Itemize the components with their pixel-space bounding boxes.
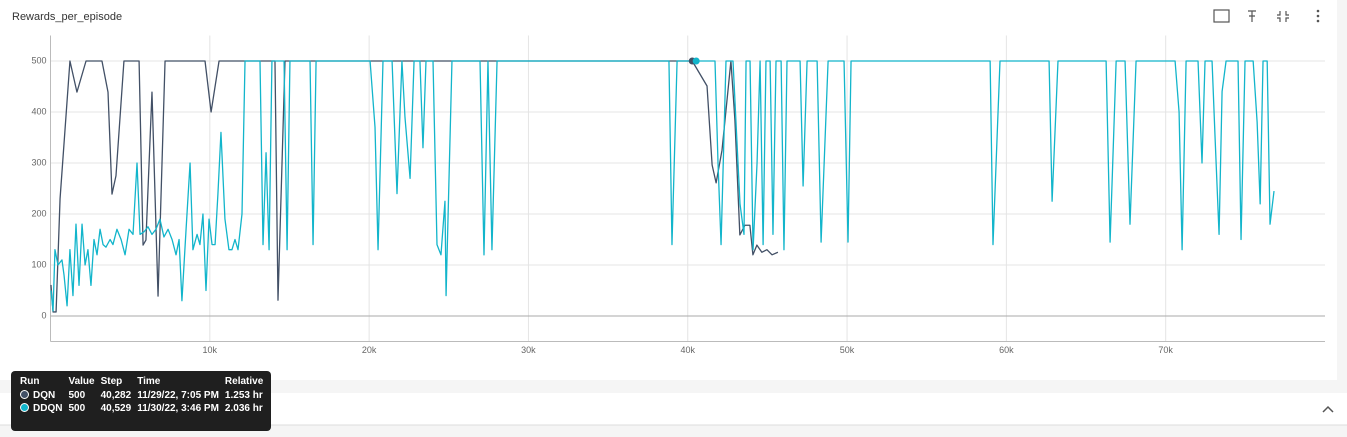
tooltip-column: Step [100,376,123,387]
collapse-icon[interactable] [1322,405,1334,413]
x-tick-label: 50k [840,345,855,355]
fit-icon[interactable] [1277,11,1289,22]
y-tick-label: 100 [31,259,46,269]
tooltip-cell: 40,529 [98,402,135,415]
y-tick-label: 200 [31,208,46,218]
tooltip-text: 40,529 [100,403,132,414]
series-line [50,60,779,313]
tooltip-column: Relative [224,376,264,387]
tooltip-text: 500 [68,403,86,414]
tooltip-cell: 40,282 [98,389,135,402]
y-tick-label: 400 [31,106,46,116]
tooltip-text: 500 [68,390,86,401]
tooltip-text: 11/29/22, 7:05 PM [137,390,219,401]
tooltip-text: 11/30/22, 3:46 PM [137,403,219,414]
tooltip-cell: 1.253 hr [222,389,266,402]
run-swatch [20,390,29,399]
tooltip: Run Value Step Time Relative DQN 500 40,282 11/2… [11,371,271,431]
menu-icon[interactable] [1316,9,1320,13]
x-tick-label: 40k [680,345,695,355]
card [0,0,1337,380]
menu-icon[interactable] [1316,19,1320,23]
tooltip-cell: 2.036 hr [222,402,266,415]
x-tick-label: 10k [203,345,218,355]
pin-icon[interactable] [1248,10,1256,22]
hover-marker [692,57,700,65]
tooltip-header: Run Value Step Time Relative [17,375,266,389]
y-tick-label: 0 [41,310,46,320]
tooltip-text: 1.253 hr [224,390,263,401]
x-tick-label: 20k [362,345,377,355]
x-tick-label: 30k [521,345,536,355]
tooltip-text: DDQN [33,403,63,414]
plot: 0 100 200 300 400 500 10k 20k 30k 40k 50k 60k 70k [31,35,1325,355]
x-tick-label: 70k [1158,345,1173,355]
tooltip-cell: DDQN [17,402,65,415]
tooltip-cell: 500 [65,389,97,402]
run-swatch [20,403,29,412]
fullscreen-icon[interactable] [1213,9,1230,23]
tooltip-table: Run Value Step Time Relative DQN 500 40,282 11/2… [17,375,266,415]
tooltip-row: DDQN 500 40,529 11/30/22, 3:46 PM 2.036 hr [17,402,266,415]
tooltip-column: Value [68,376,95,387]
tooltip-row: DQN 500 40,282 11/29/22, 7:05 PM 1.253 hr [17,389,266,402]
tooltip-cell: 500 [65,402,97,415]
tooltip-column: Run [20,376,40,387]
chart-title: Rewards_per_episode [12,11,122,23]
series-line [50,60,1275,312]
tooltip-cell: DQN [17,389,65,402]
tooltip-text: 40,282 [100,390,132,401]
tooltip-cell: 11/30/22, 3:46 PM [134,402,222,415]
tooltip-column: Time [137,376,161,387]
y-tick-label: 500 [31,55,46,65]
tooltip-cell: 11/29/22, 7:05 PM [134,389,222,402]
x-tick-label: 60k [999,345,1014,355]
y-tick-label: 300 [31,157,46,167]
tooltip-text: DQN [33,390,56,401]
toolbar [1213,9,1320,23]
tooltip-text: 2.036 hr [224,403,263,414]
menu-icon[interactable] [1316,14,1320,18]
